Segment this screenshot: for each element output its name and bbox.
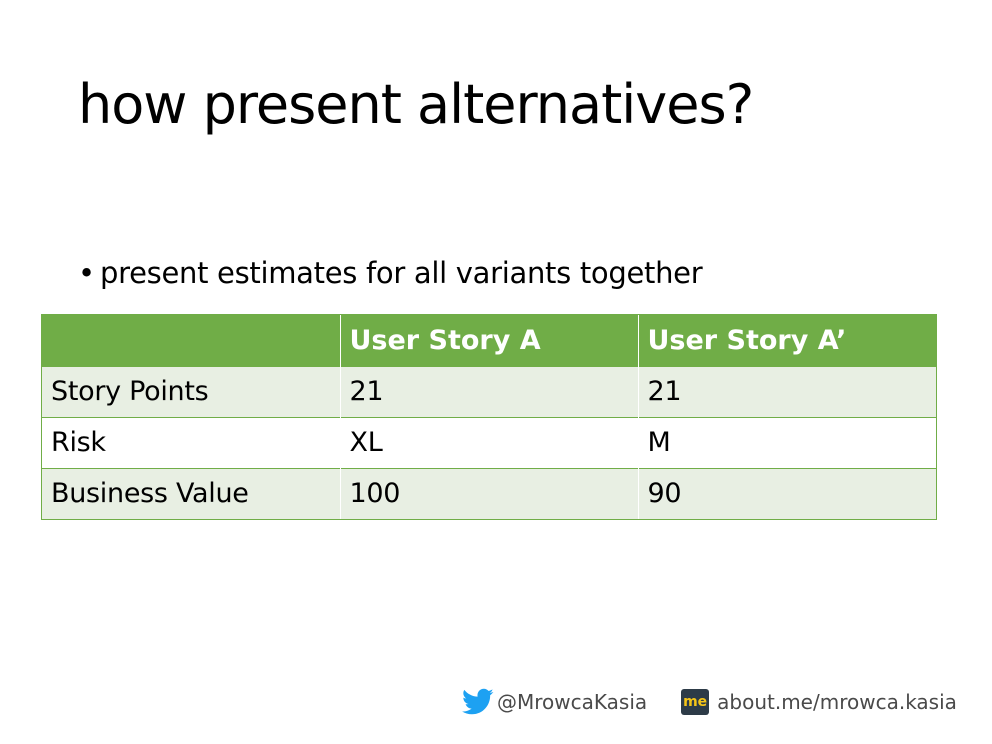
table-cell: 90 — [637, 467, 936, 519]
table-header-cell-user-story-a-prime: User Story A’ — [637, 315, 936, 366]
website-link[interactable]: about.me/mrowca.kasia — [717, 690, 957, 714]
table-cell: M — [637, 416, 936, 468]
table-row: Business Value 100 90 — [42, 467, 936, 519]
slide-footer: @MrowcaKasia me about.me/mrowca.kasia — [462, 684, 957, 720]
twitter-handle: @MrowcaKasia — [497, 690, 648, 714]
bullet-text: present estimates for all variants toget… — [100, 256, 703, 290]
table-cell: XL — [339, 416, 638, 468]
slide-title: how present alternatives? — [78, 73, 754, 136]
row-label: Risk — [42, 416, 340, 468]
table-row: Risk XL M — [42, 416, 936, 468]
table-cell: 21 — [637, 365, 936, 417]
bullet-dot-icon: • — [78, 256, 95, 290]
table-cell: 21 — [339, 365, 638, 417]
table-header-row: User Story A User Story A’ — [42, 315, 936, 366]
table-row: Story Points 21 21 — [42, 365, 936, 417]
table-header-cell-user-story-a: User Story A — [339, 315, 638, 366]
row-label: Story Points — [42, 365, 340, 417]
row-label: Business Value — [42, 467, 340, 519]
bullet-item: • present estimates for all variants toge… — [78, 256, 703, 291]
estimates-table: User Story A User Story A’ Story Points … — [41, 314, 937, 520]
table-header-cell-empty — [42, 315, 340, 366]
table-cell: 100 — [339, 467, 638, 519]
twitter-bird-icon — [462, 688, 494, 716]
about-me-icon: me — [681, 689, 710, 715]
